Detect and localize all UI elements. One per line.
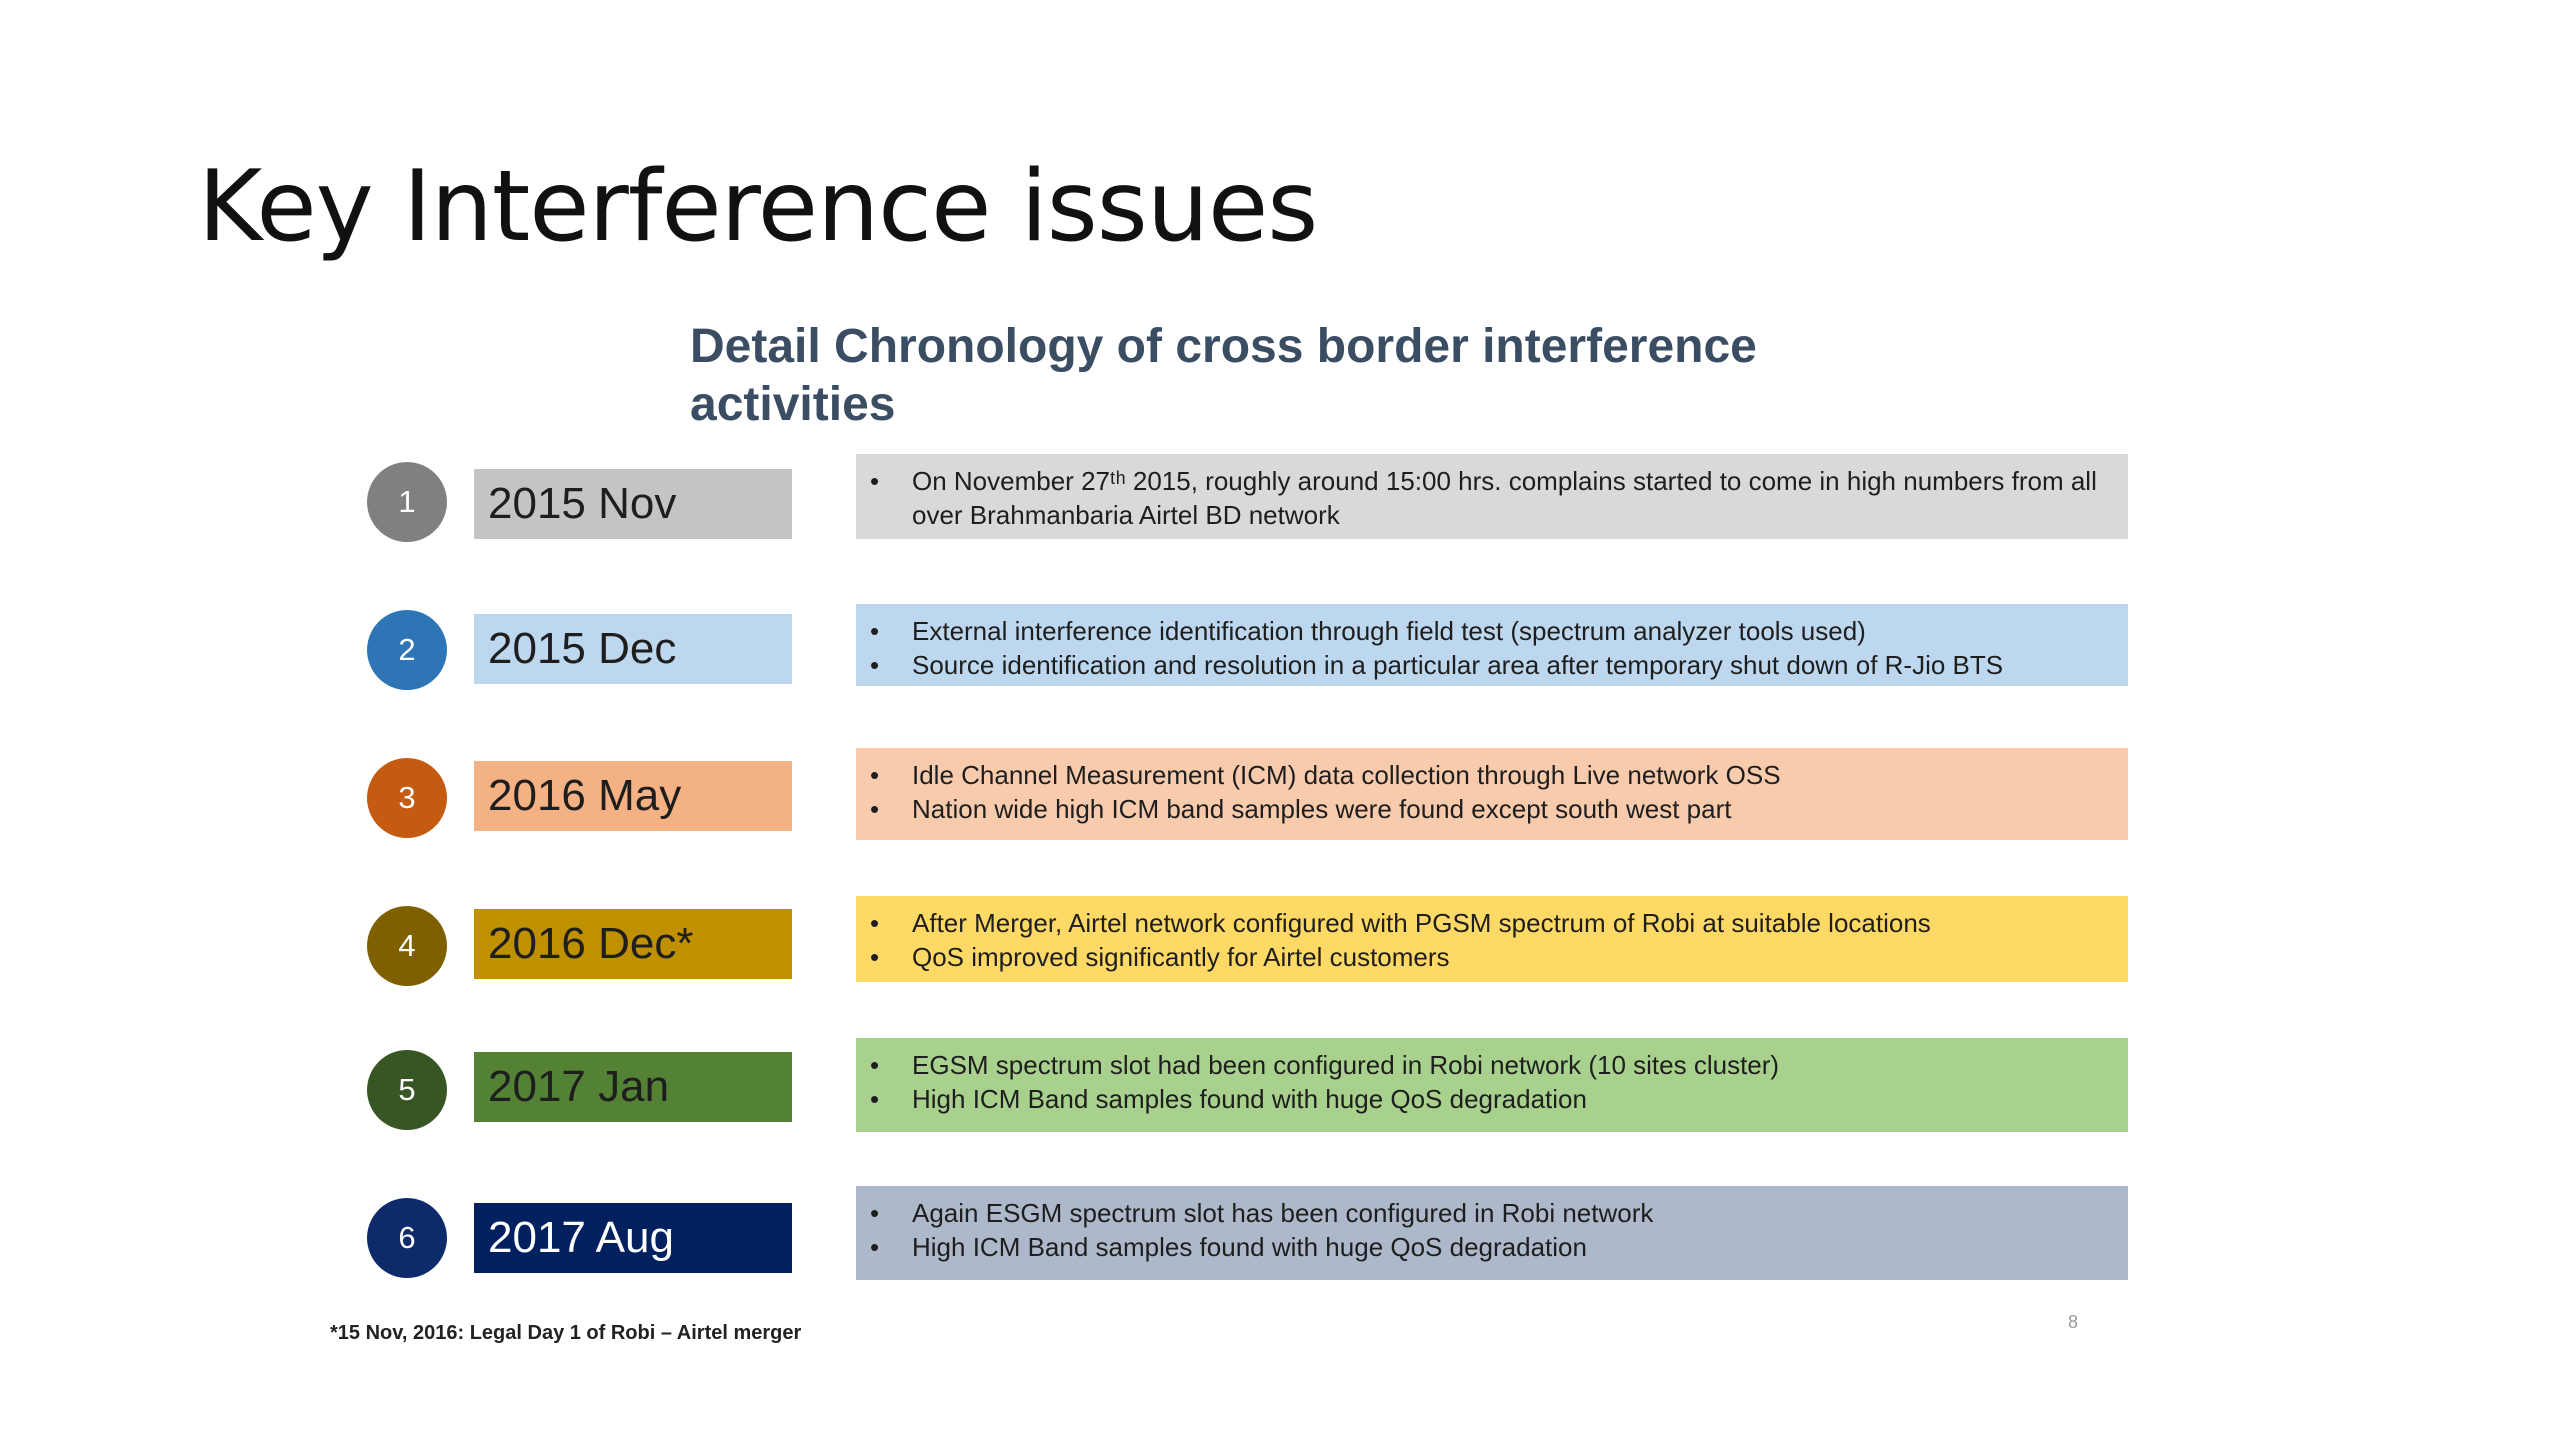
step-detail-item: • QoS improved significantly for Airtel c…	[870, 940, 2108, 974]
step-date-label: 2017 Aug	[474, 1203, 792, 1273]
bullet-icon: •	[870, 1232, 880, 1262]
step-number-badge: 4	[367, 906, 447, 986]
step-detail-item: • Again ESGM spectrum slot has been confi…	[870, 1196, 2108, 1230]
bullet-icon: •	[870, 1198, 880, 1228]
step-detail-text: Idle Channel Measurement (ICM) data coll…	[912, 760, 1781, 790]
step-date-label: 2016 May	[474, 761, 792, 831]
step-detail-box: • On November 27ᵗʰ 2015, roughly around 1…	[856, 454, 2128, 539]
bullet-icon: •	[870, 794, 880, 824]
step-detail-text: External interference identification thr…	[912, 616, 1866, 646]
bullet-icon: •	[870, 466, 880, 496]
step-detail-list: • After Merger, Airtel network configured…	[870, 906, 2108, 974]
timeline-subtitle: Detail Chronology of cross border interf…	[690, 320, 1757, 431]
step-detail-item: • After Merger, Airtel network configured…	[870, 906, 2108, 940]
step-detail-item: • External interference identification th…	[870, 614, 2108, 648]
step-detail-item: • High ICM Band samples found with huge Q…	[870, 1230, 2108, 1264]
step-detail-text: Nation wide high ICM band samples were f…	[912, 794, 1732, 824]
step-detail-item: • On November 27ᵗʰ 2015, roughly around 1…	[870, 464, 2108, 532]
step-detail-text: Source identification and resolution in …	[912, 650, 2004, 680]
step-detail-text: After Merger, Airtel network configured …	[912, 908, 1931, 938]
step-detail-text: On November 27ᵗʰ 2015, roughly around 15…	[912, 466, 2097, 530]
bullet-icon: •	[870, 760, 880, 790]
step-number-badge: 1	[367, 462, 447, 542]
step-detail-item: • EGSM spectrum slot had been configured …	[870, 1048, 2108, 1082]
step-detail-text: High ICM Band samples found with huge Qo…	[912, 1084, 1587, 1114]
step-date-label: 2016 Dec*	[474, 909, 792, 979]
step-detail-list: • Again ESGM spectrum slot has been confi…	[870, 1196, 2108, 1264]
step-detail-text: QoS improved significantly for Airtel cu…	[912, 942, 1450, 972]
step-detail-text: EGSM spectrum slot had been configured i…	[912, 1050, 1780, 1080]
step-detail-item: • High ICM Band samples found with huge Q…	[870, 1082, 2108, 1116]
step-detail-box: • Again ESGM spectrum slot has been confi…	[856, 1186, 2128, 1280]
slide-title: Key Interference issues	[198, 150, 1318, 264]
step-date-label: 2015 Nov	[474, 469, 792, 539]
bullet-icon: •	[870, 1084, 880, 1114]
bullet-icon: •	[870, 650, 880, 680]
step-detail-box: • After Merger, Airtel network configured…	[856, 896, 2128, 982]
bullet-icon: •	[870, 908, 880, 938]
step-detail-item: • Idle Channel Measurement (ICM) data col…	[870, 758, 2108, 792]
step-detail-list: • Idle Channel Measurement (ICM) data col…	[870, 758, 2108, 826]
step-date-label: 2017 Jan	[474, 1052, 792, 1122]
step-detail-list: • External interference identification th…	[870, 614, 2108, 682]
step-detail-list: • EGSM spectrum slot had been configured …	[870, 1048, 2108, 1116]
step-detail-box: • External interference identification th…	[856, 604, 2128, 686]
step-number-badge: 3	[367, 758, 447, 838]
step-detail-list: • On November 27ᵗʰ 2015, roughly around 1…	[870, 464, 2108, 532]
step-detail-item: • Source identification and resolution in…	[870, 648, 2108, 682]
step-detail-item: • Nation wide high ICM band samples were …	[870, 792, 2108, 826]
bullet-icon: •	[870, 1050, 880, 1080]
step-detail-box: • Idle Channel Measurement (ICM) data col…	[856, 748, 2128, 840]
footnote: *15 Nov, 2016: Legal Day 1 of Robi – Air…	[330, 1322, 802, 1344]
step-number-badge: 2	[367, 610, 447, 690]
step-number-badge: 5	[367, 1050, 447, 1130]
page-number: 8	[2068, 1312, 2079, 1332]
step-number-badge: 6	[367, 1198, 447, 1278]
bullet-icon: •	[870, 616, 880, 646]
step-detail-box: • EGSM spectrum slot had been configured …	[856, 1038, 2128, 1132]
bullet-icon: •	[870, 942, 880, 972]
step-detail-text: High ICM Band samples found with huge Qo…	[912, 1232, 1587, 1262]
step-detail-text: Again ESGM spectrum slot has been config…	[912, 1198, 1654, 1228]
step-date-label: 2015 Dec	[474, 614, 792, 684]
